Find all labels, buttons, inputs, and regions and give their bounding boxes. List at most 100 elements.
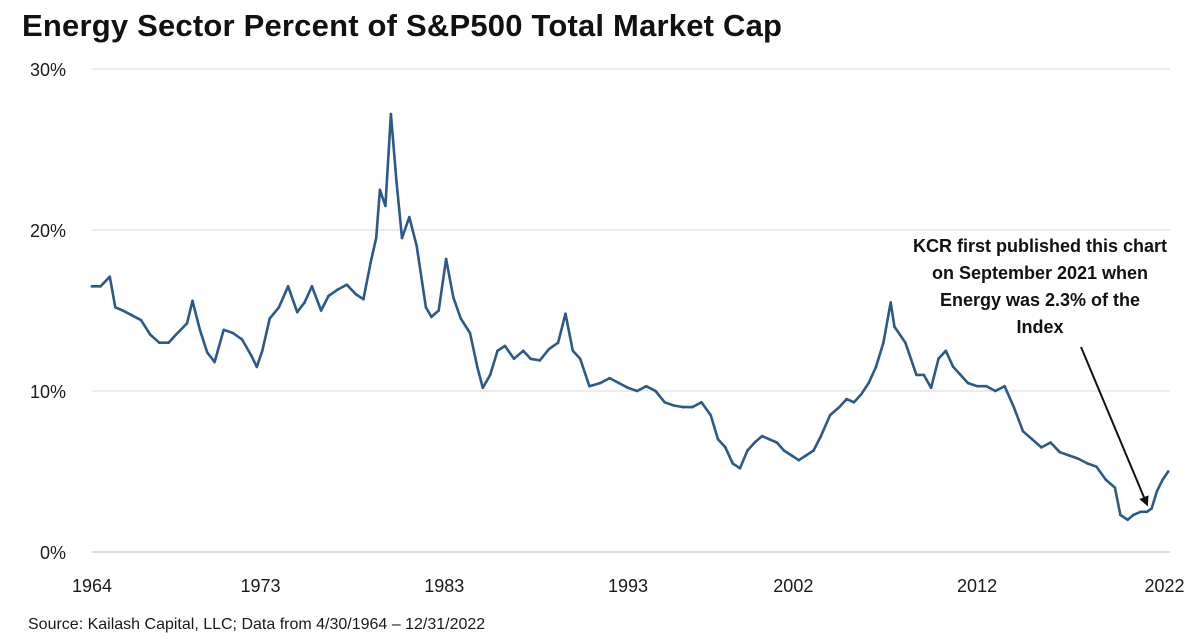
data-point	[205, 351, 209, 354]
data-point	[444, 257, 448, 261]
data-point	[277, 305, 281, 309]
data-point	[345, 283, 349, 287]
data-point	[760, 434, 764, 438]
data-point	[681, 405, 685, 409]
data-point	[174, 333, 178, 336]
data-point	[213, 360, 216, 364]
data-point	[261, 349, 264, 353]
data-point	[975, 384, 979, 388]
data-point	[1003, 384, 1006, 388]
gridlines	[92, 68, 1170, 553]
data-point	[114, 305, 117, 309]
data-point	[437, 309, 441, 312]
data-point	[336, 288, 339, 291]
data-point	[716, 438, 720, 441]
data-point	[452, 296, 455, 299]
data-point	[378, 188, 382, 192]
data-point	[415, 244, 418, 248]
data-point	[709, 413, 712, 417]
data-point	[571, 349, 575, 353]
data-point	[1119, 513, 1122, 517]
data-point	[874, 365, 878, 369]
data-point	[909, 357, 913, 361]
data-point	[782, 449, 786, 452]
data-point	[724, 446, 727, 449]
data-point	[828, 413, 832, 417]
data-point	[529, 357, 532, 361]
data-point	[944, 349, 948, 353]
data-point	[959, 373, 962, 377]
data-point	[804, 454, 808, 457]
data-point	[503, 344, 507, 348]
annotation-line: on September 2021 when	[932, 263, 1148, 283]
data-point	[746, 449, 749, 452]
data-point	[898, 333, 902, 336]
data-point	[521, 349, 525, 353]
data-point	[547, 347, 551, 351]
data-point	[889, 301, 893, 304]
data-point	[424, 305, 428, 309]
data-point	[564, 312, 567, 316]
data-point	[255, 365, 259, 369]
annotation-line: Index	[1016, 317, 1063, 337]
data-point	[121, 309, 124, 312]
data-point	[1113, 486, 1117, 489]
data-point	[468, 331, 472, 335]
data-point	[295, 310, 299, 314]
data-point	[167, 341, 170, 345]
data-point	[1166, 470, 1170, 473]
data-point	[158, 341, 161, 345]
y-tick-label: 10%	[30, 382, 66, 402]
data-point	[700, 400, 703, 404]
annotation-line: Energy was 2.3% of the	[940, 290, 1140, 310]
data-point	[617, 381, 621, 385]
data-point	[797, 458, 801, 462]
data-point	[893, 325, 896, 328]
data-point	[556, 341, 560, 345]
data-point	[966, 381, 970, 385]
data-point	[369, 260, 373, 264]
series-line	[90, 112, 1170, 522]
annotation-text: KCR first published this chart on Septemb…	[913, 236, 1167, 337]
y-tick-label: 0%	[40, 543, 66, 563]
data-point	[459, 317, 463, 320]
data-point	[951, 365, 955, 369]
data-point	[1139, 510, 1142, 514]
data-point	[268, 317, 271, 320]
data-point	[937, 357, 940, 361]
x-tick-label: 2012	[957, 576, 997, 596]
data-point	[90, 285, 94, 288]
data-point	[430, 315, 433, 319]
data-point	[672, 404, 676, 407]
data-point	[488, 373, 492, 377]
data-point	[99, 285, 102, 288]
data-point	[654, 389, 657, 393]
annotation-line: KCR first published this chart	[913, 236, 1167, 256]
data-point	[635, 389, 639, 393]
data-point	[663, 400, 667, 404]
data-point	[790, 454, 793, 457]
data-point	[1021, 429, 1025, 433]
data-point	[984, 384, 988, 388]
data-point	[867, 381, 870, 385]
data-point	[1145, 510, 1149, 514]
data-point	[1049, 441, 1052, 444]
data-point	[319, 309, 323, 312]
x-axis: 1964 1973 1983 1993 2002 2012 2022	[72, 576, 1185, 596]
data-point	[222, 328, 226, 332]
data-point	[1095, 465, 1098, 468]
x-tick-label: 1964	[72, 576, 112, 596]
data-point	[1126, 518, 1130, 522]
data-point	[198, 328, 202, 332]
data-point	[191, 299, 194, 303]
x-tick-label: 2022	[1144, 576, 1184, 596]
data-point	[384, 204, 387, 208]
data-point	[882, 341, 885, 345]
data-point	[738, 466, 742, 470]
data-point	[240, 338, 244, 341]
data-point	[819, 434, 823, 438]
data-point	[860, 392, 863, 396]
data-point	[1067, 454, 1071, 457]
data-point	[753, 441, 757, 444]
